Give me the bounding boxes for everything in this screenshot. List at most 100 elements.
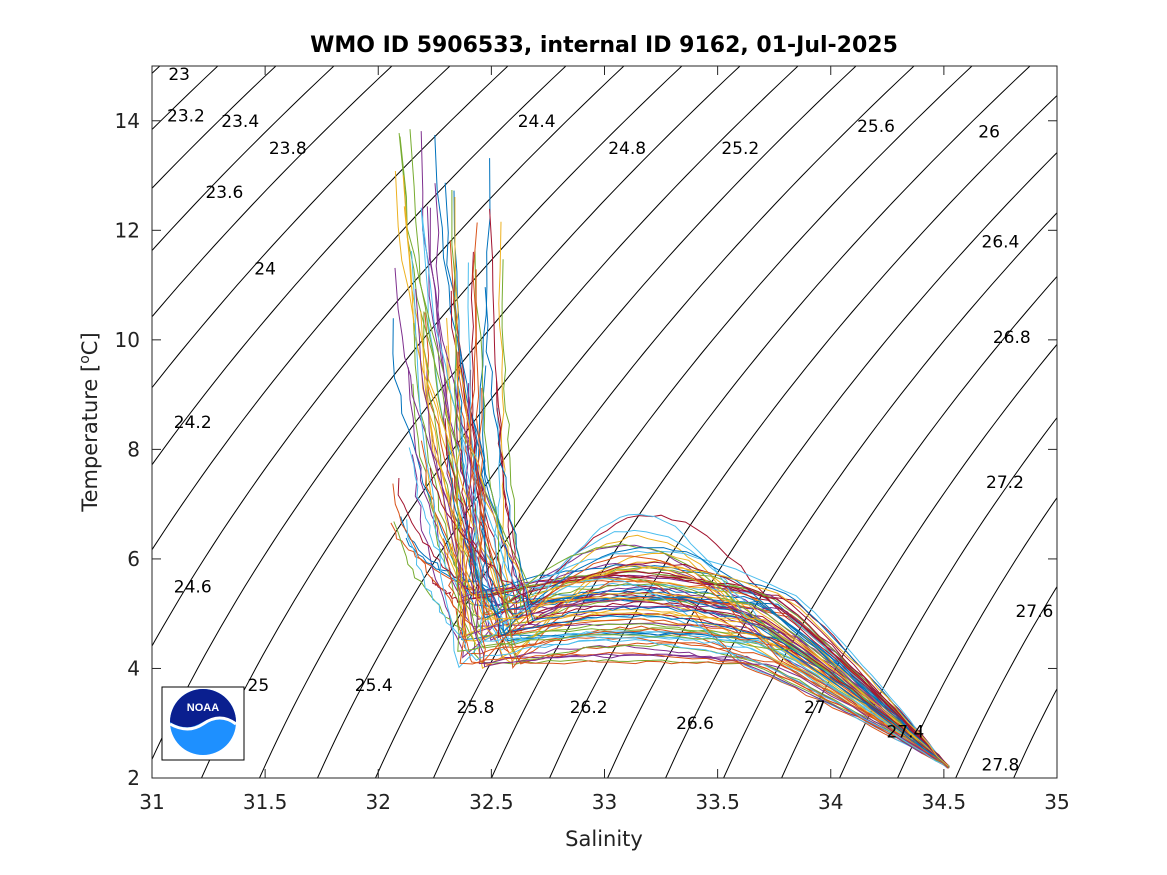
- isopycnal-label: 27: [804, 698, 826, 718]
- x-tick-label: 33.5: [695, 790, 740, 814]
- isopycnal-label: 27.4: [886, 722, 924, 742]
- x-axis-ticks: 31 31.5 32 32.5 33 33.5 34 34.5 35: [139, 66, 1070, 814]
- isopycnal-label: 26.6: [676, 714, 714, 734]
- isopycnal-line: [955, 585, 1057, 778]
- x-tick-label: 31: [139, 790, 164, 814]
- isopycnal-label: 24.6: [174, 577, 212, 597]
- x-tick-label: 32: [366, 790, 391, 814]
- isopycnal-line: [152, 66, 335, 252]
- profile-series-line: [489, 208, 949, 768]
- profile-series-line: [501, 259, 948, 768]
- isopycnal-line: [374, 66, 915, 778]
- profile-series-line: [498, 221, 950, 769]
- profile-series-line: [442, 538, 948, 768]
- y-tick-label: 12: [115, 218, 140, 242]
- isopycnal-labels: 23 23.2 23.4 23.6 23.8 24 24.2 24.4 24.6 24.8 25 25…: [167, 65, 1053, 775]
- isopycnal-line: [152, 66, 451, 389]
- profile-series-line: [390, 522, 949, 768]
- isopycnal-line: [0, 39, 131, 806]
- isopycnal-label: 23: [168, 65, 190, 85]
- y-tick-label: 2: [127, 766, 140, 790]
- profile-series-line: [496, 380, 949, 769]
- isopycnal-label: 26.2: [570, 698, 608, 718]
- isopycnal-line: [607, 151, 1057, 778]
- profile-series-line: [451, 190, 950, 768]
- isopycnal-line: [152, 66, 509, 466]
- profile-series-line: [444, 182, 949, 767]
- profile-series-line: [412, 383, 949, 768]
- isopycnal-line: [0, 39, 73, 806]
- isopycnal-label: 25.4: [355, 676, 393, 696]
- profile-series-line: [403, 206, 950, 769]
- y-axis-label-sup: o: [77, 355, 93, 364]
- isopycnal-label: 25.8: [457, 698, 495, 718]
- y-tick-label: 4: [127, 656, 140, 680]
- isopycnal-line: [549, 94, 1057, 778]
- isopycnal-line: [152, 66, 393, 318]
- isopycnal-label: 27.8: [982, 755, 1020, 775]
- isopycnal-label: 23.6: [205, 183, 243, 203]
- y-tick-label: 6: [127, 547, 140, 571]
- profile-series-line: [467, 262, 950, 767]
- profile-series-line: [429, 207, 949, 769]
- isopycnal-label: 24.4: [518, 112, 556, 132]
- x-tick-label: 35: [1044, 790, 1069, 814]
- profile-series-line: [444, 418, 949, 767]
- chart-title: WMO ID 5906533, internal ID 9162, 01-Jul…: [310, 33, 898, 58]
- x-tick-label: 34: [818, 790, 843, 814]
- isopycnal-line: [152, 66, 567, 551]
- profile-lines: [390, 129, 950, 769]
- y-tick-label: 14: [115, 109, 140, 133]
- profile-series-line: [398, 133, 950, 768]
- isopycnal-label: 26.4: [982, 232, 1020, 252]
- profile-series-line: [413, 322, 949, 768]
- isopycnal-label: 25: [248, 676, 270, 696]
- profile-series-line: [454, 351, 948, 768]
- x-tick-label: 34.5: [922, 790, 967, 814]
- profile-series-line: [434, 134, 948, 767]
- noaa-logo-text: NOAA: [187, 702, 219, 714]
- profile-series-line: [402, 175, 949, 767]
- isopycnal-label: 23.4: [221, 112, 259, 132]
- profile-series-line: [474, 439, 949, 767]
- isopycnal-label: 26.8: [993, 328, 1031, 348]
- isopycnal-line: [839, 416, 1057, 778]
- x-tick-label: 33: [592, 790, 617, 814]
- isopycnal-line: [152, 66, 683, 761]
- profile-series-line: [406, 519, 949, 767]
- isopycnal-line: [1060, 39, 1167, 806]
- isopycnal-label: 24.2: [174, 413, 212, 433]
- isopycnal-label: 23.2: [167, 106, 205, 126]
- y-tick-label: 8: [127, 437, 140, 461]
- isopycnal-line: [152, 66, 277, 189]
- y-axis-label-main: Temperature [: [78, 364, 102, 513]
- x-axis-label: Salinity: [565, 827, 643, 851]
- isopycnal-line: [897, 496, 1057, 778]
- isopycnal-label: 27.2: [986, 473, 1024, 493]
- profile-series-line: [453, 190, 949, 768]
- noaa-logo: NOAA: [161, 686, 245, 761]
- isopycnal-line: [665, 212, 1057, 778]
- isopycnal-line: [316, 66, 857, 778]
- profile-series-line: [420, 311, 949, 768]
- isopycnal-line: [432, 66, 973, 778]
- isopycnal-label: 25.6: [857, 117, 895, 137]
- y-tick-label: 10: [115, 328, 140, 352]
- profile-series-line: [415, 288, 950, 768]
- isopycnal-label: 24.8: [608, 139, 646, 159]
- x-tick-label: 32.5: [469, 790, 514, 814]
- isopycnal-label: 23.8: [269, 139, 307, 159]
- isopycnal-label: 24: [254, 260, 276, 280]
- profile-series-line: [459, 366, 949, 767]
- isopycnal-label: 27.6: [1015, 602, 1053, 622]
- profile-series-line: [469, 369, 949, 768]
- isopycnal-line: [1118, 39, 1167, 806]
- y-axis-label-unit: C]: [78, 332, 102, 355]
- profile-series-line: [459, 222, 950, 768]
- profile-series-line: [465, 520, 949, 768]
- profile-series-line: [429, 467, 949, 767]
- profile-series-line: [461, 158, 950, 769]
- y-axis-label: Temperature [oC]: [77, 332, 102, 512]
